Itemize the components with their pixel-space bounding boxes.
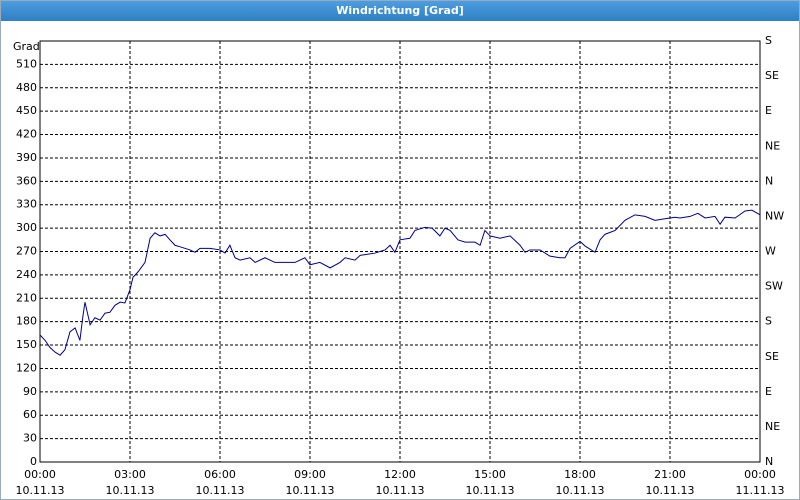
y-axis-label: Grad: [13, 40, 40, 53]
x-tick-label: 15:00: [474, 468, 506, 481]
y-tick-label: 210: [16, 291, 37, 304]
y2-tick-label: E: [765, 385, 772, 398]
x-tick-sublabel: 11.11.13: [736, 484, 785, 497]
x-tick-sublabel: 10.11.13: [16, 484, 65, 497]
y-tick-label: 60: [23, 408, 37, 421]
y2-tick-label: SE: [765, 69, 779, 82]
y-tick-label: 30: [23, 432, 37, 445]
x-tick-sublabel: 10.11.13: [646, 484, 695, 497]
y-tick-label: 180: [16, 315, 37, 328]
x-tick-label: 03:00: [114, 468, 146, 481]
y-tick-label: 420: [16, 128, 37, 141]
y2-tick-label: S: [765, 34, 772, 47]
y2-tick-label: E: [765, 104, 772, 117]
y-tick-label: 360: [16, 174, 37, 187]
x-tick-sublabel: 10.11.13: [286, 484, 335, 497]
y2-tick-label: NE: [765, 139, 780, 152]
data-line: [39, 209, 761, 356]
x-tick-label: 00:00: [24, 468, 56, 481]
x-tick-label: 18:00: [564, 468, 596, 481]
y-tick-label: 150: [16, 338, 37, 351]
y2-tick-label: S: [765, 315, 772, 328]
y-tick-label: 270: [16, 245, 37, 258]
y2-tick-label: NW: [765, 209, 784, 222]
y2-tick-label: SE: [765, 350, 779, 363]
y-tick-label: 0: [30, 455, 37, 468]
y2-tick-label: N: [765, 174, 773, 187]
x-tick-sublabel: 10.11.13: [106, 484, 155, 497]
x-tick-label: 09:00: [294, 468, 326, 481]
x-tick-sublabel: 10.11.13: [556, 484, 605, 497]
x-tick-label: 00:00: [744, 468, 776, 481]
y2-tick-label: NE: [765, 420, 780, 433]
y-tick-label: 300: [16, 221, 37, 234]
title-bar: Windrichtung [Grad]: [1, 1, 799, 21]
y-tick-label: 240: [16, 268, 37, 281]
x-tick-sublabel: 10.11.13: [196, 484, 245, 497]
y-tick-label: 90: [23, 385, 37, 398]
y2-tick-label: W: [765, 245, 776, 258]
y-tick-label: 390: [16, 151, 37, 164]
y-tick-label: 510: [16, 57, 37, 70]
y2-tick-label: SW: [765, 280, 783, 293]
x-tick-label: 12:00: [384, 468, 416, 481]
x-tick-sublabel: 10.11.13: [376, 484, 425, 497]
plot-frame: [39, 40, 761, 463]
y2-tick-label: N: [765, 455, 773, 468]
y-tick-label: 450: [16, 104, 37, 117]
y-tick-label: 480: [16, 81, 37, 94]
x-tick-label: 21:00: [654, 468, 686, 481]
y-tick-label: 330: [16, 198, 37, 211]
y-tick-label: 120: [16, 361, 37, 374]
x-tick-label: 06:00: [204, 468, 236, 481]
x-tick-sublabel: 10.11.13: [466, 484, 515, 497]
